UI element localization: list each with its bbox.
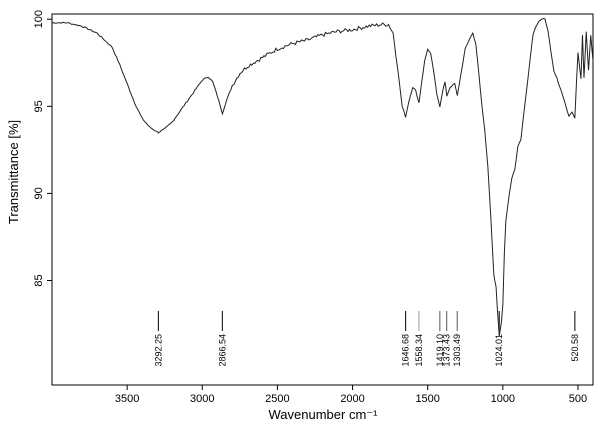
x-tick-label: 2500 xyxy=(265,393,289,405)
y-axis-ticks: 85 90 95 100 xyxy=(33,10,52,287)
peak-label: 2866.54 xyxy=(217,334,227,367)
x-axis-label: Wavenumber cm⁻¹ xyxy=(269,407,379,422)
y-tick-label: 85 xyxy=(33,274,45,286)
peak-annotations: 3292.25 2866.54 1646.68 1558.34 1419.101373.… xyxy=(153,311,580,367)
peak-label: 3292.25 xyxy=(153,334,163,367)
y-axis-label: Transmittance [%] xyxy=(6,120,21,224)
x-tick-label: 2000 xyxy=(340,393,364,405)
y-tick-label: 95 xyxy=(33,100,45,112)
x-tick-label: 3500 xyxy=(115,393,139,405)
x-tick-label: 3000 xyxy=(190,393,214,405)
plot-frame xyxy=(51,13,594,386)
peak-label: 1024.01 xyxy=(494,334,504,367)
peak-label: 1419.10 xyxy=(435,334,445,367)
peak-label: 1558.34 xyxy=(414,334,424,367)
peak-label: 1373.43 xyxy=(442,334,452,367)
y-tick-label: 100 xyxy=(33,10,45,28)
peak-label: 1303.49 xyxy=(452,334,462,367)
spectrum-line xyxy=(51,18,594,337)
x-tick-label: 1500 xyxy=(415,393,439,405)
peak-label: 1646.68 xyxy=(401,334,411,367)
x-axis-ticks: 3500 3000 2500 2000 1500 1000 500 xyxy=(115,385,587,405)
y-tick-label: 90 xyxy=(33,187,45,199)
x-tick-label: 1000 xyxy=(491,393,515,405)
x-tick-label: 500 xyxy=(569,393,587,405)
peak-label: 520.58 xyxy=(570,334,580,362)
